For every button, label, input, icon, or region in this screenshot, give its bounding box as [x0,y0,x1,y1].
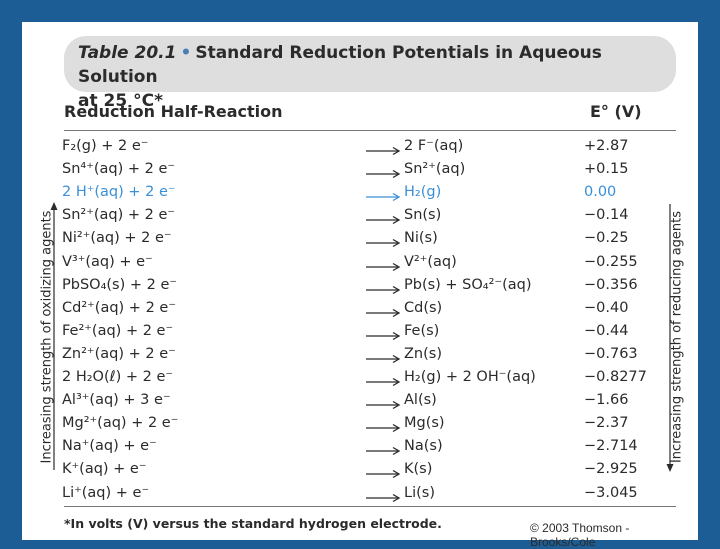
product-side: 2 F⁻(aq) [404,138,464,154]
footer-divider [64,506,676,507]
product-side: Li(s) [404,484,435,501]
potential-value: −0.25 [584,230,629,247]
reaction-arrow-icon [366,239,401,248]
reaction-arrow-icon [366,262,401,271]
reactant-side: Sn²⁺(aq) + 2 e⁻ [62,207,176,224]
potential-value: −0.14 [584,207,629,224]
reaction-arrow-icon [366,401,401,410]
reactant-side: Fe²⁺(aq) + 2 e⁻ [62,322,174,339]
column-header-potential: E° (V) [590,102,642,121]
product-side: Na(s) [404,438,443,455]
reactant-side: 2 H₂O(ℓ) + 2 e⁻ [62,369,174,385]
header-divider [64,130,676,131]
reaction-arrow-icon [366,331,401,340]
potential-value: −0.763 [584,345,638,362]
oxidizing-strength-label: Increasing strength of oxidizing agents [39,210,55,464]
product-side: V²⁺(aq) [404,253,457,270]
down-arrow-icon [666,204,674,472]
reaction-arrow-icon [366,308,401,317]
footnote: *In volts (V) versus the standard hydrog… [64,516,442,531]
table-row: Cd²⁺(aq) + 2 e⁻ Cd(s) −0.40 [22,297,698,320]
column-header-reaction: Reduction Half-Reaction [64,102,283,121]
reaction-arrow-icon [366,170,401,179]
table-row: K⁺(aq) + e⁻ K(s) −2.925 [22,458,698,481]
potential-value: +0.15 [584,161,629,178]
reaction-arrow-icon [366,493,401,502]
table-row: F₂(g) + 2 e⁻ 2 F⁻(aq) +2.87 [22,135,698,158]
reaction-arrow-icon [366,216,401,225]
potential-value: −0.8277 [584,369,647,385]
table-row: Mg²⁺(aq) + 2 e⁻ Mg(s) −2.37 [22,412,698,435]
product-side: H₂(g) [404,184,442,201]
product-side: Sn(s) [404,207,442,224]
reactant-side: Li⁺(aq) + e⁻ [62,484,150,501]
reactant-side: Ni²⁺(aq) + 2 e⁻ [62,230,172,247]
table-row: V³⁺(aq) + e⁻ V²⁺(aq) −0.255 [22,251,698,274]
reactant-side: Na⁺(aq) + e⁻ [62,438,157,455]
reactant-side: V³⁺(aq) + e⁻ [62,253,153,270]
potential-value: −2.925 [584,461,638,478]
table-title: Table 20.1 • Standard Reduction Potentials… [78,41,668,113]
reactant-side: Al³⁺(aq) + 3 e⁻ [62,392,171,409]
potential-value: −3.045 [584,484,638,501]
bullet-icon: • [180,43,192,63]
reaction-arrow-icon [366,377,401,387]
potential-value: −2.714 [584,438,638,455]
table-title-line2: at 25 °C* [78,91,163,111]
potential-value: 0.00 [584,184,617,201]
reaction-arrow-icon [366,354,401,363]
potential-value: −0.44 [584,322,629,339]
table-row: Sn²⁺(aq) + 2 e⁻ Sn(s) −0.14 [22,204,698,227]
table-row: Sn⁴⁺(aq) + 2 e⁻ Sn²⁺(aq) +0.15 [22,158,698,181]
table-number: Table 20.1 [78,43,177,63]
title-band: Table 20.1 • Standard Reduction Potentials… [64,36,676,111]
reactant-side: PbSO₄(s) + 2 e⁻ [62,276,178,293]
product-side: Ni(s) [404,230,438,247]
potential-value: +2.87 [584,138,629,154]
reactant-side: K⁺(aq) + e⁻ [62,461,147,478]
reaction-arrow-icon [366,424,401,433]
reducing-strength-axis: Increasing strength of reducing agents [662,202,692,472]
reactant-side: Sn⁴⁺(aq) + 2 e⁻ [62,161,176,178]
reaction-arrow-icon [366,470,401,479]
table-row: Ni²⁺(aq) + 2 e⁻ Ni(s) −0.25 [22,227,698,250]
table-row: Na⁺(aq) + e⁻ Na(s) −2.714 [22,435,698,458]
reactant-side: F₂(g) + 2 e⁻ [62,138,149,154]
reaction-arrow-icon [366,447,401,456]
copyright: © 2003 Thomson - Brooks/Cole [530,521,630,549]
product-side: Zn(s) [404,345,442,362]
table-sheet: Table 20.1 • Standard Reduction Potentials… [22,22,698,549]
table-title-line1: Standard Reduction Potentials in Aqueous… [78,43,602,87]
reactant-side: 2 H⁺(aq) + 2 e⁻ [62,184,176,201]
product-side: Cd(s) [404,299,443,316]
table-row: 2 H₂O(ℓ) + 2 e⁻ H₂(g) + 2 OH⁻(aq) −0.8277 [22,366,698,389]
table-row: Fe²⁺(aq) + 2 e⁻ Fe(s) −0.44 [22,320,698,343]
oxidizing-strength-axis: Increasing strength of oxidizing agents [32,202,62,472]
product-side: Mg(s) [404,415,445,432]
potential-value: −0.356 [584,276,638,293]
reaction-arrow-icon [366,193,401,202]
potential-value: −0.255 [584,253,638,270]
reactant-side: Cd²⁺(aq) + 2 e⁻ [62,299,176,316]
reaction-arrow-icon [366,146,401,156]
product-side: Al(s) [404,392,437,409]
table-row: Li⁺(aq) + e⁻ Li(s) −3.045 [22,482,698,505]
reactant-side: Zn²⁺(aq) + 2 e⁻ [62,345,176,362]
product-side: Pb(s) + SO₄²⁻(aq) [404,276,532,293]
potential-value: −1.66 [584,392,629,409]
product-side: H₂(g) + 2 OH⁻(aq) [404,369,536,385]
potential-value: −0.40 [584,299,629,316]
potential-value: −2.37 [584,415,629,432]
reactant-side: Mg²⁺(aq) + 2 e⁻ [62,415,179,432]
product-side: Sn²⁺(aq) [404,161,466,178]
table-row: 2 H⁺(aq) + 2 e⁻ H₂(g) 0.00 [22,181,698,204]
table-row: Zn²⁺(aq) + 2 e⁻ Zn(s) −0.763 [22,343,698,366]
table-row: PbSO₄(s) + 2 e⁻ Pb(s) + SO₄²⁻(aq) −0.356 [22,274,698,297]
up-arrow-icon [50,202,58,470]
table-row: Al³⁺(aq) + 3 e⁻ Al(s) −1.66 [22,389,698,412]
reducing-strength-label: Increasing strength of reducing agents [669,210,685,464]
reaction-arrow-icon [366,285,401,294]
product-side: K(s) [404,461,433,478]
product-side: Fe(s) [404,322,440,339]
